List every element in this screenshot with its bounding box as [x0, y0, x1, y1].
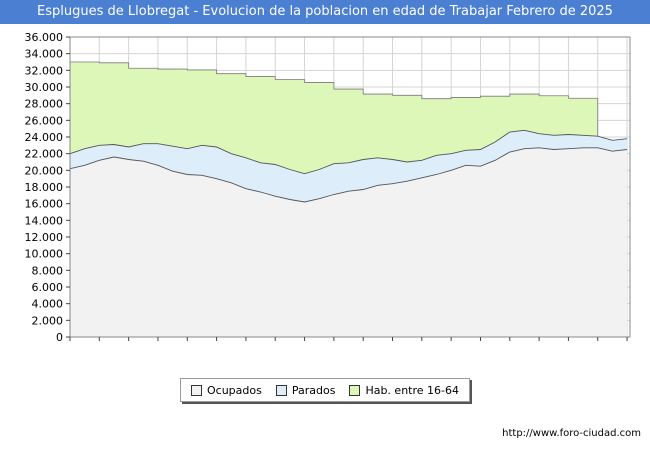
legend-label-parados: Parados	[291, 383, 336, 397]
x-tick-label: 2022	[525, 345, 553, 346]
legend-swatch-habitantes	[349, 384, 361, 396]
x-tick-label: 2023	[554, 345, 582, 346]
series-lines	[69, 129, 628, 203]
y-tick-label: 14.000	[25, 214, 64, 227]
x-tick-label: 2016	[349, 345, 377, 346]
x-axis: 2006200720082009201020112012201320142015…	[56, 337, 641, 346]
area-ocupados	[70, 147, 628, 337]
x-tick-label: 2025	[613, 345, 641, 346]
x-tick-label: 2008	[115, 345, 143, 346]
y-tick-label: 2.000	[32, 314, 64, 327]
y-tick-label: 26.000	[25, 114, 64, 127]
x-tick-label: 2014	[291, 345, 319, 346]
legend-item-ocupados: Ocupados	[190, 383, 262, 397]
y-tick-label: 22.000	[25, 148, 64, 161]
legend-label-habitantes: Hab. entre 16-64	[365, 383, 459, 397]
x-tick-label: 2018	[408, 345, 436, 346]
y-tick-label: 16.000	[25, 198, 64, 211]
legend-swatch-parados	[275, 384, 287, 396]
x-tick-label: 2024	[584, 345, 612, 346]
legend-label-ocupados: Ocupados	[206, 383, 262, 397]
series-areas	[69, 61, 628, 338]
legend-swatch-ocupados	[190, 384, 202, 396]
y-tick-label: 36.000	[25, 31, 64, 44]
legend: Ocupados Parados Hab. entre 16-64	[180, 378, 470, 402]
x-tick-label: 2013	[261, 345, 289, 346]
y-tick-label: 18.000	[25, 181, 64, 194]
chart: 0 2.000 4.000 6.000 8.000 10.000 12.000 14.000 1…	[25, 31, 642, 346]
x-tick-label: 2019	[437, 345, 465, 346]
line-parados	[69, 129, 628, 175]
y-tick-label: 12.000	[25, 231, 64, 244]
y-tick-label: 28.000	[25, 98, 64, 111]
x-tick-label: 2010	[173, 345, 201, 346]
line-ocupados	[69, 147, 628, 203]
source-credit[interactable]: http://www.foro-ciudad.com	[502, 428, 641, 439]
legend-item-parados: Parados	[275, 383, 336, 397]
x-tick-label: 2012	[232, 345, 260, 346]
x-tick-label: 2007	[85, 345, 113, 346]
x-tick-label: 2017	[379, 345, 407, 346]
x-tick-label: 2015	[320, 345, 348, 346]
x-tick-label: 2021	[496, 345, 524, 346]
y-axis: 0 2.000 4.000 6.000 8.000 10.000 12.000 14.000 1…	[25, 31, 70, 344]
x-tick-label: 2011	[203, 345, 231, 346]
y-tick-label: 10.000	[25, 248, 64, 261]
y-tick-label: 32.000	[25, 64, 64, 77]
y-tick-label: 0	[56, 331, 63, 344]
y-tick-label: 20.000	[25, 164, 64, 177]
y-tick-label: 24.000	[25, 131, 64, 144]
y-tick-label: 34.000	[25, 48, 64, 61]
x-tick-label: 2020	[466, 345, 494, 346]
y-tick-label: 8.000	[32, 264, 64, 277]
y-tick-label: 4.000	[32, 298, 64, 311]
x-tick-label: 2009	[144, 345, 172, 346]
y-tick-label: 30.000	[25, 81, 64, 94]
legend-item-habitantes: Hab. entre 16-64	[349, 384, 459, 397]
x-tick-label: 2006	[56, 345, 84, 346]
y-tick-label: 6.000	[32, 281, 64, 294]
chart-title: Esplugues de Llobregat - Evolucion de la…	[0, 0, 650, 24]
